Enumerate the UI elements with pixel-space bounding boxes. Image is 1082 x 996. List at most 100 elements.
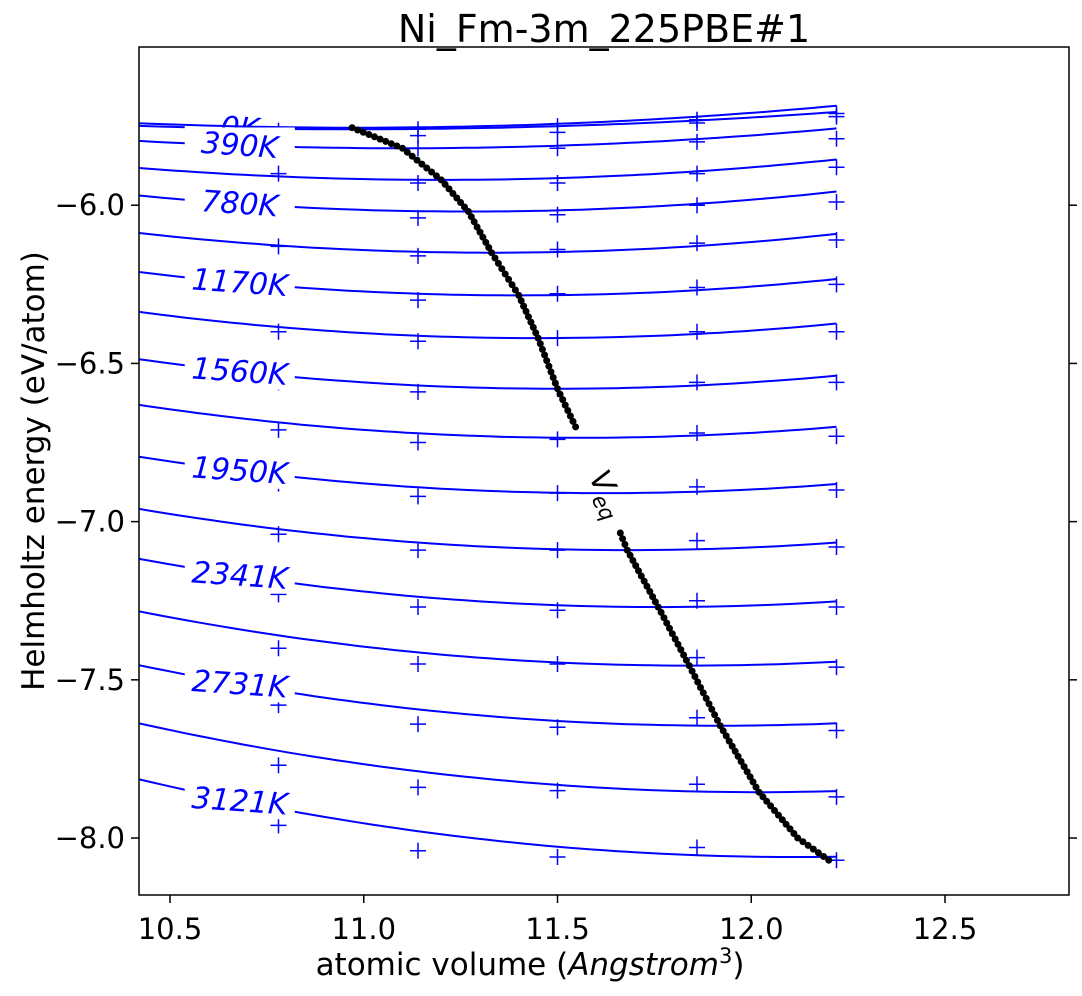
x-axis-label-math: Angstrom (566, 947, 719, 983)
veq-point (527, 318, 535, 326)
veq-point (515, 291, 523, 299)
fit-curve-9 (139, 403, 837, 439)
y-axis-label: Helmholtz energy (eV/atom) (16, 251, 52, 691)
temperature-label: 1170K (191, 262, 292, 304)
fit-curve-13 (139, 610, 837, 667)
veq-point (722, 732, 730, 740)
veq-point (702, 694, 710, 702)
veq-point (403, 148, 411, 156)
fit-curve-11 (139, 507, 837, 552)
veq-point (691, 673, 699, 680)
data-marker (549, 719, 566, 736)
data-marker (410, 383, 426, 400)
veq-point (348, 124, 356, 132)
data-marker (549, 542, 566, 559)
data-marker (689, 776, 705, 793)
veq-point (569, 417, 577, 425)
veq-point (547, 368, 555, 376)
veq-point (382, 137, 390, 145)
data-marker (828, 194, 845, 211)
veq-point (719, 727, 727, 735)
veq-point (491, 254, 499, 262)
veq-point (711, 711, 719, 719)
data-marker (410, 333, 426, 350)
x-axis-label-suffix: ) (732, 947, 744, 983)
veq-point (532, 329, 540, 337)
veq-point (825, 856, 833, 864)
veq-point (522, 307, 530, 315)
data-marker (689, 111, 705, 128)
veq-point (668, 630, 676, 638)
veq-point (517, 297, 525, 305)
data-marker (410, 292, 426, 309)
veq-point (697, 684, 704, 691)
veq-point (408, 152, 416, 160)
data-marker (828, 130, 845, 147)
veq-point (505, 275, 513, 283)
veq-point (559, 396, 567, 404)
data-marker (410, 488, 426, 505)
data-marker (689, 425, 705, 442)
y-tick-label: −7.5 (55, 663, 125, 697)
veq-point (418, 160, 426, 168)
veq-point (771, 807, 778, 814)
veq-point (413, 156, 421, 164)
data-marker (410, 779, 426, 796)
data-marker (689, 374, 705, 391)
veq-point (494, 259, 502, 267)
x-tick-label: 11.0 (331, 912, 396, 946)
data-marker (689, 709, 705, 726)
data-marker (549, 241, 566, 258)
veq-point (632, 562, 640, 570)
veq-point (376, 135, 384, 143)
data-marker (828, 428, 845, 445)
veq-point (564, 407, 572, 414)
veq-point (708, 705, 716, 713)
veq-point (445, 185, 453, 193)
fit-curve-5 (139, 232, 837, 254)
veq-point (804, 841, 812, 849)
data-marker (689, 235, 705, 252)
data-marker (689, 323, 705, 340)
veq-point (737, 758, 745, 765)
temperature-label: 2341K (191, 555, 292, 597)
veq-point (485, 244, 493, 251)
chart-title: Ni_Fm-3m_225PBE#1 (398, 7, 810, 51)
veq-point (799, 838, 807, 846)
veq-point (545, 362, 553, 370)
y-tick-label: −6.0 (55, 188, 125, 222)
veq-point (549, 374, 557, 381)
veq-point (393, 142, 401, 150)
veq-point (809, 845, 817, 853)
veq-point (794, 834, 802, 842)
x-tick-label: 11.5 (525, 912, 590, 946)
data-marker (549, 330, 566, 347)
veq-point (572, 423, 580, 431)
temperature-label: 3121K (191, 781, 292, 823)
veq-point (561, 401, 569, 409)
data-marker (549, 602, 566, 619)
fit-curve-1 (139, 104, 837, 129)
temperature-label: 1560K (191, 351, 292, 393)
temperature-label: 780K (200, 184, 282, 224)
data-marker (689, 165, 705, 182)
data-marker (828, 659, 845, 676)
veq-point (551, 379, 559, 387)
y-tick-label: −8.0 (55, 821, 125, 855)
data-marker (270, 165, 287, 182)
veq-point (616, 529, 624, 537)
data-marker (410, 209, 426, 226)
data-marker (549, 431, 566, 448)
data-marker (410, 656, 426, 673)
veq-point (423, 164, 431, 172)
veq-point (619, 535, 627, 543)
veq-point (524, 313, 532, 321)
data-marker (410, 716, 426, 733)
veq-point (534, 334, 542, 342)
veq-point (428, 168, 436, 176)
data-marker (549, 285, 566, 302)
veq-point (820, 853, 828, 860)
data-marker (828, 481, 845, 498)
veq-point (643, 582, 651, 590)
